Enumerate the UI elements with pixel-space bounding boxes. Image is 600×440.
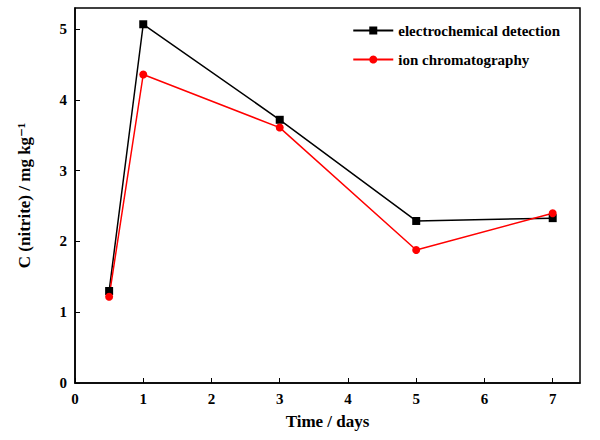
svg-text:0: 0 [60, 375, 68, 391]
svg-text:6: 6 [481, 391, 489, 407]
svg-text:Time / days: Time / days [286, 412, 370, 431]
svg-text:2: 2 [60, 233, 68, 249]
svg-text:C (nitrite) / mg kg⁻¹: C (nitrite) / mg kg⁻¹ [15, 123, 34, 268]
svg-text:5: 5 [60, 21, 68, 37]
svg-text:3: 3 [60, 163, 68, 179]
svg-text:4: 4 [60, 92, 68, 108]
svg-text:ion chromatography: ion chromatography [398, 52, 529, 68]
svg-text:7: 7 [549, 391, 557, 407]
svg-text:5: 5 [412, 391, 420, 407]
svg-text:electrochemical detection: electrochemical detection [398, 23, 560, 39]
svg-text:4: 4 [344, 391, 352, 407]
svg-text:1: 1 [139, 391, 147, 407]
svg-text:1: 1 [60, 304, 68, 320]
svg-text:2: 2 [208, 391, 216, 407]
svg-text:0: 0 [71, 391, 79, 407]
svg-text:3: 3 [276, 391, 284, 407]
